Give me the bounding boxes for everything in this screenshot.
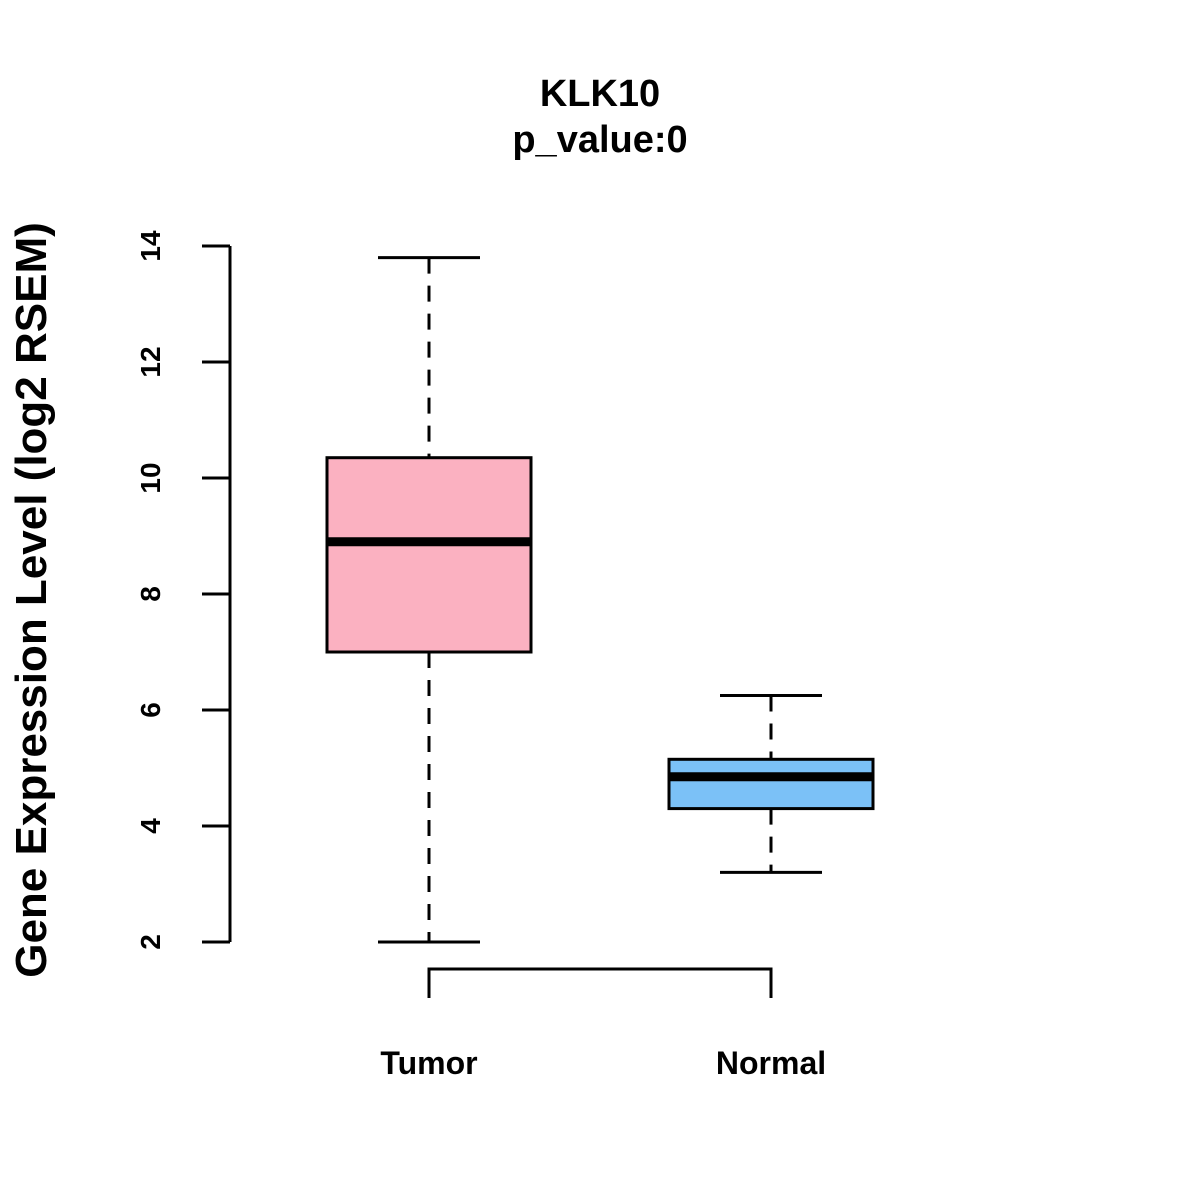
y-tick-label: 10 xyxy=(135,462,166,493)
box-tumor xyxy=(325,456,533,654)
y-tick-label: 8 xyxy=(135,586,166,602)
x-axis-categories: Tumor Normal xyxy=(380,1045,826,1081)
box-normal xyxy=(667,757,875,811)
y-tick-label: 6 xyxy=(135,702,166,718)
chart-subtitle: p_value:0 xyxy=(512,119,687,161)
y-tick-label: 12 xyxy=(135,346,166,377)
boxes-group xyxy=(325,256,875,944)
bracket-line xyxy=(427,967,773,998)
y-axis-ticks: 2 4 6 8 10 12 14 xyxy=(135,230,230,950)
x-category-label: Normal xyxy=(716,1045,826,1081)
chart-title: KLK10 xyxy=(540,73,660,115)
y-tick-label: 2 xyxy=(135,934,166,950)
y-tick-label: 4 xyxy=(135,818,166,834)
x-category-label: Tumor xyxy=(380,1045,477,1081)
y-axis-label: Gene Expression Level (log2 RSEM) xyxy=(7,222,56,978)
comparison-bracket xyxy=(427,967,773,998)
y-tick-label: 14 xyxy=(135,230,166,262)
